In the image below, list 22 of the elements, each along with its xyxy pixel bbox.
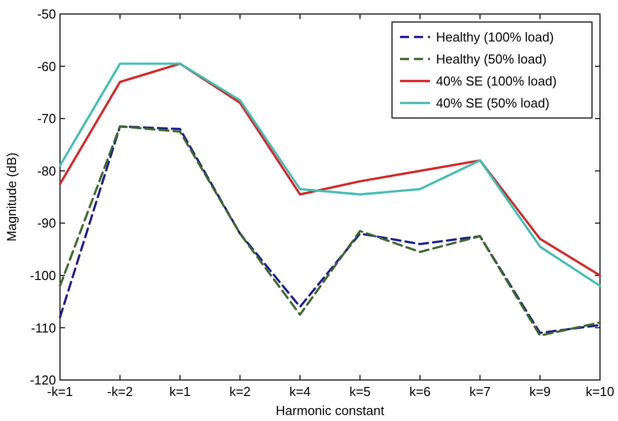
legend-label: Healthy (50% load) [436,52,547,67]
x-tick-label: k=6 [409,384,431,399]
x-axis-title: Harmonic constant [276,403,385,418]
y-tick-label: -50 [37,6,56,22]
y-tick-label: -100 [30,268,56,283]
y-tick-label: -90 [37,216,56,231]
y-axis-title: Magnitude (dB) [4,152,19,242]
x-tick-label: -k=2 [107,384,133,399]
y-tick-label: -70 [37,111,56,126]
y-tick-label: -110 [30,320,56,336]
legend-label: 40% SE (100% load) [436,74,557,89]
x-tick-label: k=7 [469,384,491,399]
x-tick-label: k=4 [289,384,311,399]
x-tick-label: k=2 [229,384,251,399]
legend-label: 40% SE (50% load) [436,96,550,111]
y-tick-label: -80 [37,163,56,178]
x-tick-label: k=9 [529,384,551,399]
x-tick-label: k=10 [586,384,614,399]
legend-label: Healthy (100% load) [436,30,554,45]
x-tick-label: k=1 [169,384,191,399]
y-tick-label: -60 [37,58,56,74]
x-tick-label: k=5 [349,384,371,399]
